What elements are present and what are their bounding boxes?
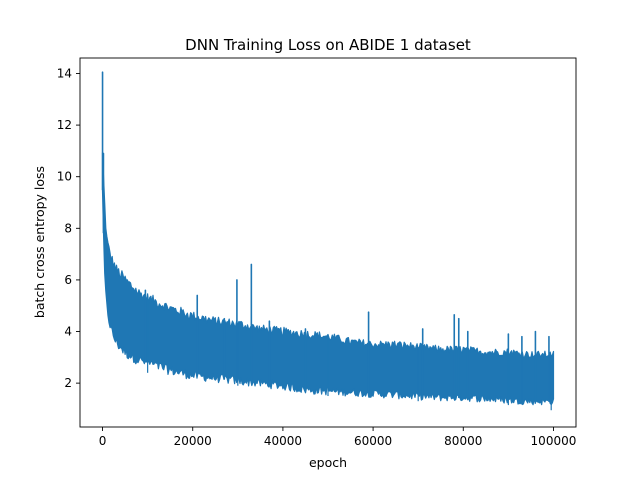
axes: 0 20000 40000 60000 80000 100000 2 4 6 8 10 12 14 [57,66,577,448]
x-axis-label: epoch [309,455,347,470]
y-tick-label: 6 [64,273,72,287]
y-tick-label: 2 [64,376,72,390]
x-tick-label: 40000 [264,434,302,448]
x-tick-label: 60000 [354,434,392,448]
y-tick-label: 8 [64,221,72,235]
x-tick-label: 80000 [444,434,482,448]
plot-area [101,71,555,411]
chart-title: DNN Training Loss on ABIDE 1 dataset [185,36,471,54]
y-axis-label: batch cross entropy loss [32,166,47,318]
y-tick-label: 14 [57,66,72,80]
plot-frame [79,57,577,428]
x-tick-label: 20000 [174,434,212,448]
loss-series-band [101,152,555,406]
y-tick-label: 12 [57,118,72,132]
x-tick-label: 0 [99,434,107,448]
y-tick-label: 10 [57,170,72,184]
x-tick-label: 100000 [531,434,577,448]
y-tick-label: 4 [64,325,72,339]
